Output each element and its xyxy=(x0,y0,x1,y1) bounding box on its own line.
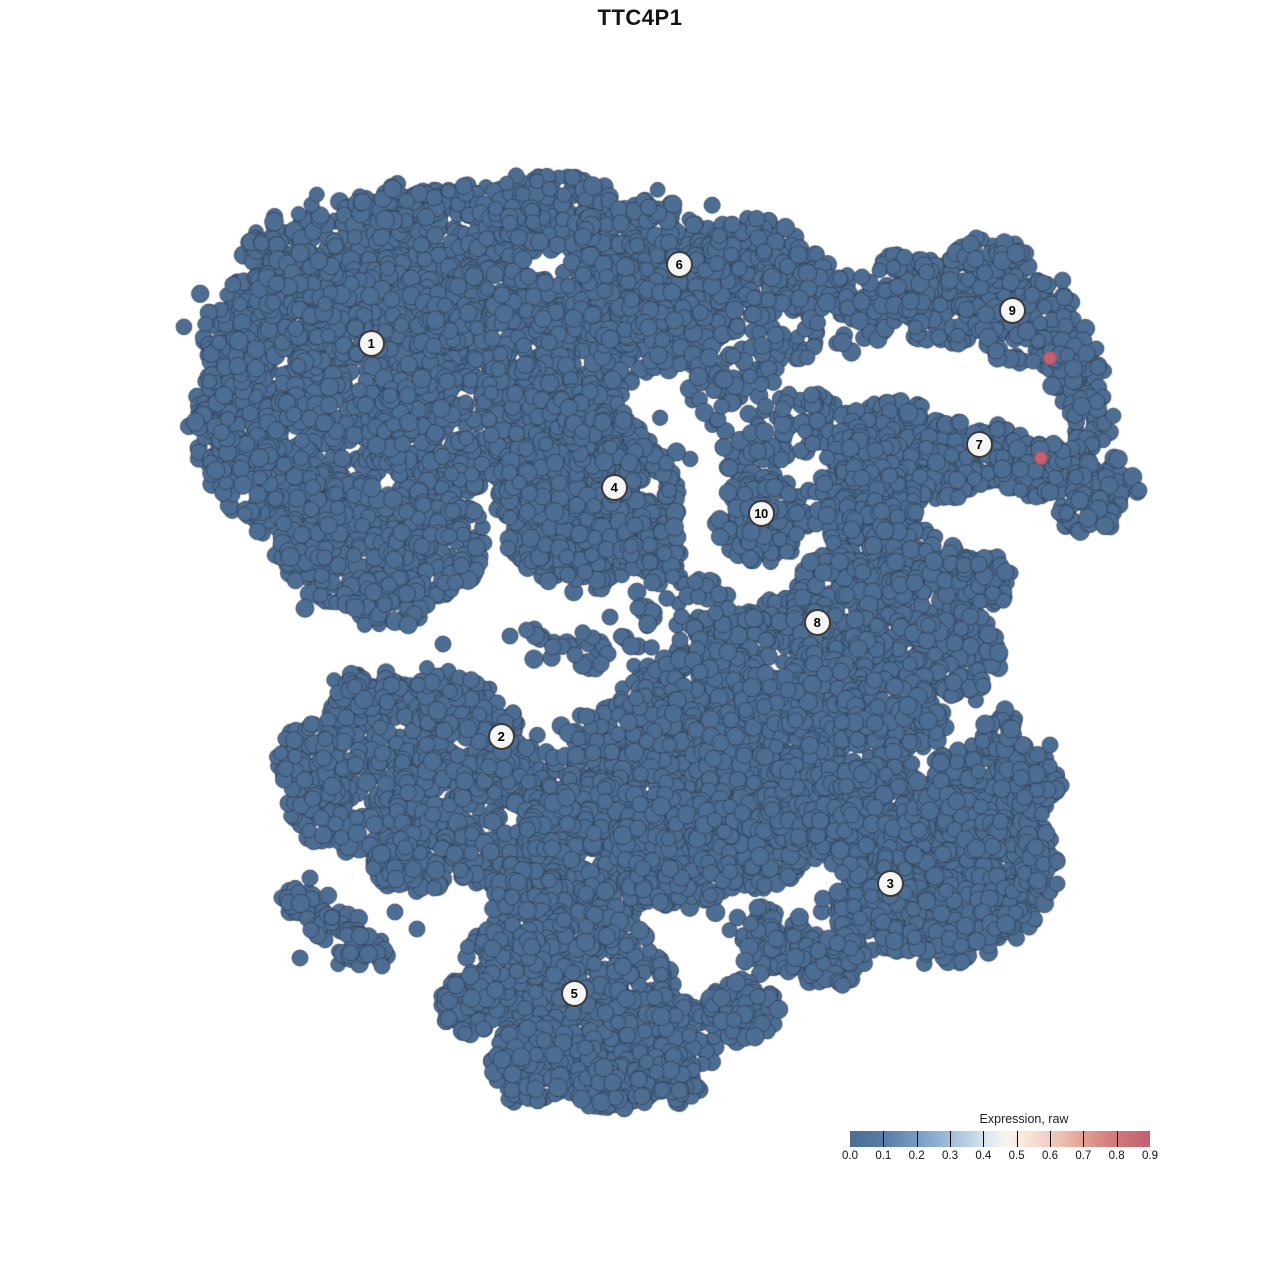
cluster-label-3: 3 xyxy=(876,869,904,897)
legend-tick-label: 0.4 xyxy=(975,1150,992,1162)
legend-tick-labels: 0.0 0.1 0.2 0.3 0.4 0.5 0.6 0.7 0.8 0.9 xyxy=(842,1150,1158,1165)
cluster-label-2: 2 xyxy=(487,722,515,750)
legend-tick-label: 0.0 xyxy=(842,1150,858,1162)
legend-tick-label: 0.1 xyxy=(875,1150,892,1162)
legend-title: Expression, raw xyxy=(979,1112,1069,1126)
cluster-label-10: 10 xyxy=(747,499,775,527)
cluster-label-6: 6 xyxy=(665,250,693,278)
legend-tick-mark xyxy=(1016,1131,1018,1147)
legend-tick-mark xyxy=(983,1131,985,1147)
legend-tick-mark xyxy=(950,1131,951,1147)
legend-tick-mark xyxy=(1050,1131,1051,1147)
cluster-label-9: 9 xyxy=(998,296,1026,324)
legend-colorbar xyxy=(850,1131,1150,1147)
cluster-label-1: 1 xyxy=(357,329,385,357)
legend-tick-label: 0.5 xyxy=(1008,1150,1025,1162)
cluster-label-4: 4 xyxy=(600,473,628,501)
legend-tick-mark xyxy=(1083,1131,1085,1147)
legend-tick-label: 0.3 xyxy=(942,1150,958,1162)
legend-tick-label: 0.7 xyxy=(1075,1150,1092,1162)
legend-tick-label: 0.6 xyxy=(1042,1150,1058,1162)
legend-tick-mark xyxy=(916,1131,918,1147)
legend-tick-label: 0.8 xyxy=(1108,1150,1125,1162)
legend-tick-mark xyxy=(883,1131,885,1147)
figure-title: TTC4P1 xyxy=(597,5,683,30)
cluster-label-7: 7 xyxy=(965,430,993,458)
legend-tick-mark xyxy=(1116,1131,1118,1147)
legend-tick-label: 0.9 xyxy=(1142,1150,1158,1162)
legend-tick-label: 0.2 xyxy=(908,1150,925,1162)
expression-legend: Expression, raw 0.0 0.1 0.2 0.3 0.4 0.5 0.6 0.7… xyxy=(842,1112,1158,1165)
cluster-label-5: 5 xyxy=(560,979,588,1007)
cluster-label-8: 8 xyxy=(803,608,831,636)
